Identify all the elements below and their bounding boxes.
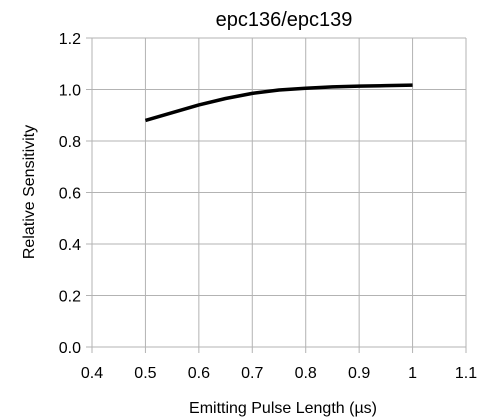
series-line <box>144 83 413 123</box>
y-tick-labels: 0.0 0.2 0.4 0.6 0.8 1.0 1.2 <box>59 31 81 357</box>
y-tick-label: 1.0 <box>59 83 81 100</box>
x-tick-label: 0.4 <box>81 365 103 382</box>
x-tick-label: 0.6 <box>188 365 210 382</box>
x-tick-label: 0.7 <box>241 365 263 382</box>
chart-title: epc136/epc139 <box>216 9 353 31</box>
x-tick-labels: 0.4 0.5 0.6 0.7 0.8 0.9 1 1.1 <box>81 365 477 382</box>
y-axis-label: Relative Sensitivity <box>21 125 38 259</box>
y-tick-label: 0.8 <box>59 134 81 151</box>
series-layer <box>144 83 413 123</box>
x-tick-label: 0.9 <box>348 365 370 382</box>
y-tick-label: 0.0 <box>59 340 81 357</box>
x-tick-label: 1 <box>408 365 417 382</box>
x-tick-label: 0.8 <box>295 365 317 382</box>
y-tick-label: 0.2 <box>59 289 81 306</box>
x-tick-label: 0.5 <box>134 365 156 382</box>
y-tick-label: 0.4 <box>59 237 81 254</box>
y-tick-label: 0.6 <box>59 186 81 203</box>
x-tick-label: 1.1 <box>455 365 477 382</box>
y-tick-label: 1.2 <box>59 31 81 48</box>
x-axis-label: Emitting Pulse Length (µs) <box>189 400 377 417</box>
